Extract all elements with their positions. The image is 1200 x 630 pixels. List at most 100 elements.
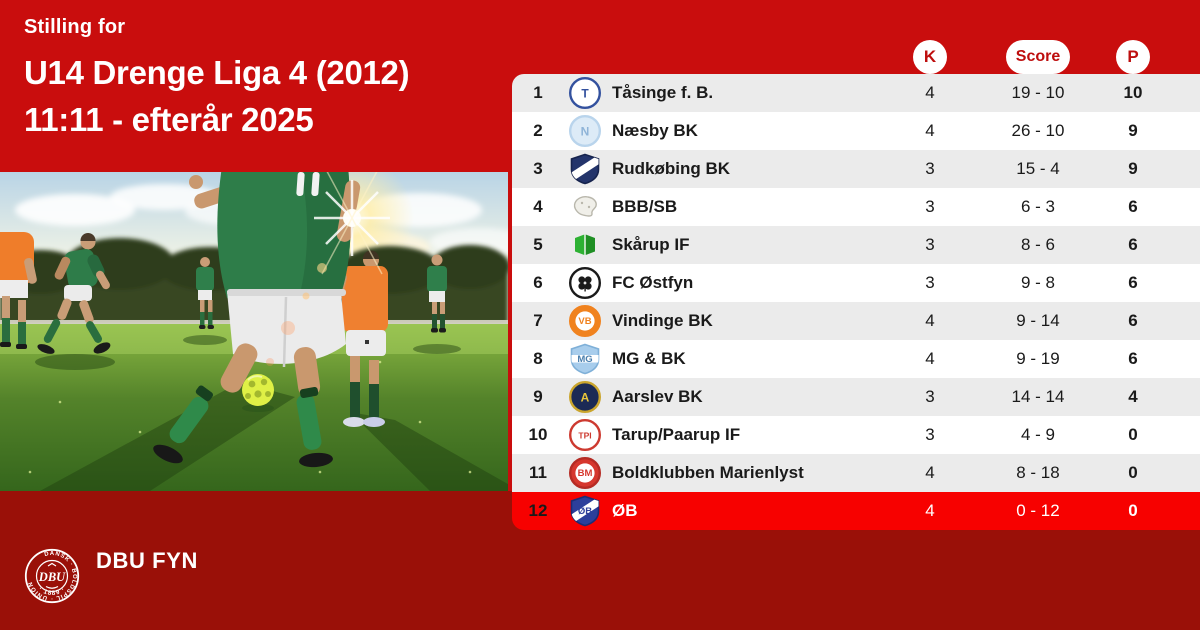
svg-text:A: A (581, 391, 590, 405)
points-cell: 6 (1128, 349, 1138, 368)
team-name-cell: Rudkøbing BK (612, 159, 731, 178)
score-cell: 26 - 10 (1011, 121, 1065, 140)
aarslev-bk-logo: A (564, 380, 606, 414)
team-name-cell: Tarup/Paarup IF (612, 425, 741, 444)
position-cell: 6 (533, 273, 543, 292)
points-cell: 0 (1128, 501, 1138, 520)
taasinge-fb-logo: T (564, 76, 606, 110)
score-cell: 9 - 8 (1020, 273, 1056, 292)
page-title-line1: U14 Drenge Liga 4 (2012) (24, 54, 410, 91)
position-cell: 9 (533, 387, 543, 406)
hero-photo (0, 172, 508, 491)
score-cell: 15 - 4 (1016, 159, 1060, 178)
team-name-cell: Næsby BK (612, 121, 698, 140)
svg-text:BM: BM (578, 468, 593, 479)
svg-text:VB: VB (578, 316, 591, 327)
score-cell: 6 - 3 (1020, 197, 1056, 216)
score-cell: 0 - 12 (1016, 501, 1060, 520)
rudkoebing-bk-logo (564, 152, 606, 186)
table-row: 4 BBB/SB 3 6 - 3 6 (512, 188, 1200, 226)
sun-flare (266, 172, 390, 366)
position-cell: 3 (533, 159, 543, 178)
points-cell: 4 (1128, 387, 1138, 406)
matches-cell: 3 (925, 197, 935, 216)
table-row: 3 Rudkøbing BK 3 15 - 4 9 (512, 150, 1200, 188)
table-row: 9 A Aarslev BK 3 14 - 14 4 (512, 378, 1200, 416)
position-cell: 10 (528, 425, 548, 444)
matches-cell: 4 (925, 83, 935, 102)
svg-text:T: T (581, 87, 589, 101)
table-row: 7 VB Vindinge BK 4 9 - 14 6 (512, 302, 1200, 340)
column-pill-points: P (1116, 40, 1150, 74)
matches-cell: 3 (925, 235, 935, 254)
vindinge-bk-logo: VB (564, 304, 606, 338)
table-row: 2 N Næsby BK 4 26 - 10 9 (512, 112, 1200, 150)
team-name-cell: Aarslev BK (612, 387, 703, 406)
matches-cell: 4 (925, 463, 935, 482)
page-title-line2: 11:11 - efterår 2025 (24, 101, 314, 138)
table-row: 11 BM Boldklubben Marienlyst 4 8 - 18 0 (512, 454, 1200, 492)
team-name-cell: Vindinge BK (612, 311, 713, 330)
soccer-ball (242, 374, 274, 412)
position-cell: 7 (533, 311, 543, 330)
header: Stilling for U14 Drenge Liga 4 (2012) 11… (24, 12, 410, 143)
position-cell: 11 (529, 463, 547, 482)
team-name-cell: Tåsinge f. B. (612, 83, 714, 102)
header-kicker: Stilling for (24, 16, 126, 38)
team-name-cell: Boldklubben Marienlyst (612, 463, 804, 482)
seal-year-text: · 1889 · (37, 586, 66, 598)
player-central-back (153, 172, 361, 468)
seal-center-text: DBU (38, 570, 66, 584)
team-name-cell: ØB (612, 501, 638, 520)
fc-oestfyn-logo (564, 266, 606, 300)
bbb-sb-logo (564, 190, 606, 224)
table-row: 6 FC Østfyn 3 9 - 8 6 (512, 264, 1200, 302)
player-edge-orange (0, 232, 37, 349)
score-cell: 8 - 18 (1016, 463, 1060, 482)
position-cell: 2 (533, 121, 543, 140)
hero-photo-illustration (0, 172, 508, 491)
svg-text:ØB: ØB (578, 506, 592, 517)
points-cell: 6 (1128, 197, 1138, 216)
table-row: 5 Skårup IF 3 8 - 6 6 (512, 226, 1200, 264)
table-row: 12 ØB ØB 4 0 - 12 0 (512, 492, 1200, 530)
position-cell: 4 (533, 197, 543, 216)
score-cell: 9 - 19 (1016, 349, 1060, 368)
team-name-cell: FC Østfyn (612, 273, 694, 292)
svg-text:MG: MG (577, 354, 592, 365)
table-row: 1 T Tåsinge f. B. 4 19 - 10 10 (512, 74, 1200, 112)
matches-cell: 4 (925, 501, 935, 520)
svg-text:TPI: TPI (578, 431, 591, 441)
skaarup-if-logo (564, 228, 606, 262)
svg-text:N: N (581, 125, 590, 139)
team-name-cell: Skårup IF (612, 235, 690, 254)
standings-table: 1 T Tåsinge f. B. 4 19 - 10 10 2 N Næsby… (512, 74, 1200, 530)
position-cell: 5 (533, 235, 543, 254)
dbu-seal-logo: DANSK · BOLDSPIL · UNION · 1889 · DBU (24, 548, 80, 604)
column-pill-matches: K (913, 40, 947, 74)
player-opponent-bib (331, 250, 388, 427)
score-cell: 19 - 10 (1011, 83, 1065, 102)
player-distant-left (196, 257, 214, 329)
matches-cell: 3 (925, 273, 935, 292)
team-name-cell: MG & BK (612, 349, 686, 368)
points-cell: 6 (1128, 311, 1138, 330)
points-cell: 6 (1128, 235, 1138, 254)
table-row: 8 MG MG & BK 4 9 - 19 6 (512, 340, 1200, 378)
table-row: 10 TPI Tarup/Paarup IF 3 4 - 9 0 (512, 416, 1200, 454)
position-cell: 8 (533, 349, 543, 368)
brand-wordmark: DBU FYN (96, 547, 198, 573)
tarup-paarup-if-logo: TPI (564, 418, 606, 452)
points-cell: 0 (1128, 463, 1138, 482)
score-cell: 8 - 6 (1020, 235, 1056, 254)
points-cell: 9 (1128, 159, 1138, 178)
svg-text:· 1889 ·: · 1889 · (37, 586, 67, 598)
position-cell: 12 (528, 501, 548, 520)
column-pill-score: Score (1006, 40, 1070, 74)
matches-cell: 3 (925, 159, 935, 178)
mg-bk-logo: MG (564, 342, 606, 376)
matches-cell: 3 (925, 425, 935, 444)
position-cell: 1 (533, 83, 543, 102)
matches-cell: 3 (925, 387, 935, 406)
